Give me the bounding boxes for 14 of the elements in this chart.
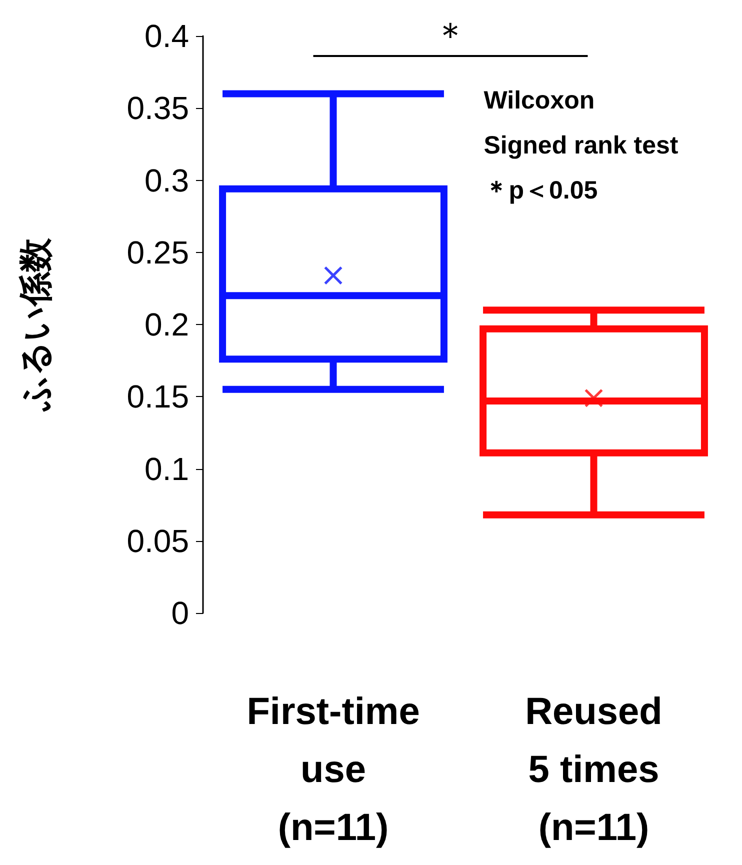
y-tick-label: 0.4 [144, 18, 189, 54]
x-tick-label: First-time use (n=11) [246, 691, 420, 849]
y-tick-label: 0.2 [144, 306, 189, 342]
y-tick-label: 0.1 [144, 450, 189, 487]
y-tick-label: 0 [171, 595, 189, 631]
annotation: Wilcoxon Signed rank test ＊p＜0.05 [484, 86, 679, 204]
y-tick-label: 0.35 [126, 90, 189, 126]
y-tick-label: 0.05 [126, 522, 189, 559]
annotation: ＊ [432, 16, 468, 56]
y-tick-label: 0.25 [126, 234, 189, 270]
y-tick-label: 0.15 [126, 378, 189, 415]
x-tick-label: Reused 5 times (n=11) [525, 691, 662, 849]
y-axis-title: ふるい係数 [17, 237, 55, 412]
y-tick-label: 0.3 [144, 162, 189, 198]
